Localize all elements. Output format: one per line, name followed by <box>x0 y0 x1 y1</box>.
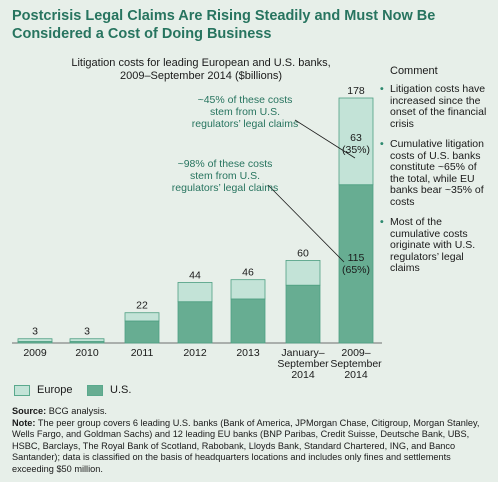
annotation-middle-line-2: stem from U.S. <box>190 170 260 182</box>
x-tick-label: 2009 <box>23 347 47 359</box>
x-tick-label: September <box>330 358 382 370</box>
note-label: Note: <box>12 417 36 428</box>
bar-total-label: 46 <box>242 267 254 279</box>
legend-europe-swatch <box>14 384 30 396</box>
subtitle-line-2: 2009–September 2014 ($billions) <box>119 70 283 82</box>
x-tick-label: 2010 <box>75 347 99 359</box>
bar-total-label: 22 <box>136 300 148 312</box>
bar-europe-segment <box>285 260 321 286</box>
bar-total-label: 3 <box>84 326 90 338</box>
annotation-line-middle <box>267 184 345 263</box>
legend-us: U.S. <box>87 384 131 396</box>
bar-us-segment <box>177 301 213 344</box>
comment-list: • Litigation costs have increased since t… <box>380 83 492 284</box>
comment-text: Most of the cumulative costs originate w… <box>390 216 476 274</box>
footnotes: Source: BCG analysis. Note: The peer gro… <box>12 406 486 476</box>
legend-us-label: U.S. <box>110 384 132 396</box>
us-segment-value: 115 <box>348 252 365 264</box>
x-tick-label: 2009– <box>341 347 370 359</box>
annotation-top-line-2: stem from U.S. <box>210 106 280 118</box>
note-text: The peer group covers 6 leading U.S. ban… <box>12 417 480 474</box>
chart-subtitle: Litigation costs for leading European an… <box>56 57 346 83</box>
comment-item: • Litigation costs have increased since t… <box>380 83 492 130</box>
comment-item: • Most of the cumulative costs originate … <box>380 216 492 275</box>
bar-us-segment <box>230 298 266 344</box>
comment-text: Litigation costs have increased since th… <box>390 83 487 130</box>
bar-total-label: 178 <box>347 85 365 97</box>
bar-europe-segment <box>69 338 105 342</box>
comment-item: • Cumulative litigation costs of U.S. ban… <box>380 138 492 208</box>
bar-europe-segment <box>124 312 160 322</box>
x-tick-label: 2014 <box>344 369 368 381</box>
subtitle-line-1: Litigation costs for leading European an… <box>71 57 331 69</box>
bar-europe-segment <box>338 97 374 186</box>
bar-us-segment <box>124 320 160 344</box>
legend-europe-label: Europe <box>37 384 73 396</box>
europe-segment-pct: (35%) <box>342 144 370 156</box>
europe-segment-value: 63 <box>350 132 362 144</box>
x-tick-label: January– <box>281 347 324 359</box>
x-tick-label: 2014 <box>291 369 315 381</box>
bar-europe-segment <box>17 338 53 342</box>
bar-total-label: 44 <box>189 269 201 281</box>
bullet-icon: • <box>380 216 384 228</box>
x-tick-label: 2012 <box>183 347 207 359</box>
legend-us-swatch <box>87 384 103 396</box>
bar-europe-segment <box>177 282 213 303</box>
bar-total-label: 3 <box>32 326 38 338</box>
comment-header: Comment <box>390 65 438 77</box>
x-tick-label: September <box>277 358 329 370</box>
legend-europe: Europe <box>14 384 72 396</box>
annotation-line-top <box>294 119 356 159</box>
bar-us-segment <box>285 284 321 344</box>
x-tick-label: 2013 <box>236 347 260 359</box>
us-segment-pct: (65%) <box>342 264 370 276</box>
comment-text: Cumulative litigation costs of U.S. bank… <box>390 138 484 208</box>
annotation-top-line-3: regulators’ legal claims <box>192 118 298 130</box>
note: Note: The peer group covers 6 leading U.… <box>12 418 486 476</box>
bullet-icon: • <box>380 138 384 150</box>
bar-europe-segment <box>230 279 266 300</box>
bar-total-label: 60 <box>297 247 309 259</box>
source-label: Source: <box>12 406 47 416</box>
annotation-middle-line-1: ~98% of these costs <box>178 158 273 170</box>
source-note: Source: BCG analysis. <box>12 406 486 418</box>
bar-us-segment <box>338 184 374 344</box>
annotation-top-line-1: ~45% of these costs <box>198 94 293 106</box>
chart-title: Postcrisis Legal Claims Are Rising Stead… <box>12 8 436 42</box>
bullet-icon: • <box>380 83 384 95</box>
source-text: BCG analysis. <box>46 406 107 416</box>
annotation-middle-line-3: regulators’ legal claims <box>172 182 278 194</box>
x-tick-label: 2011 <box>131 347 154 359</box>
